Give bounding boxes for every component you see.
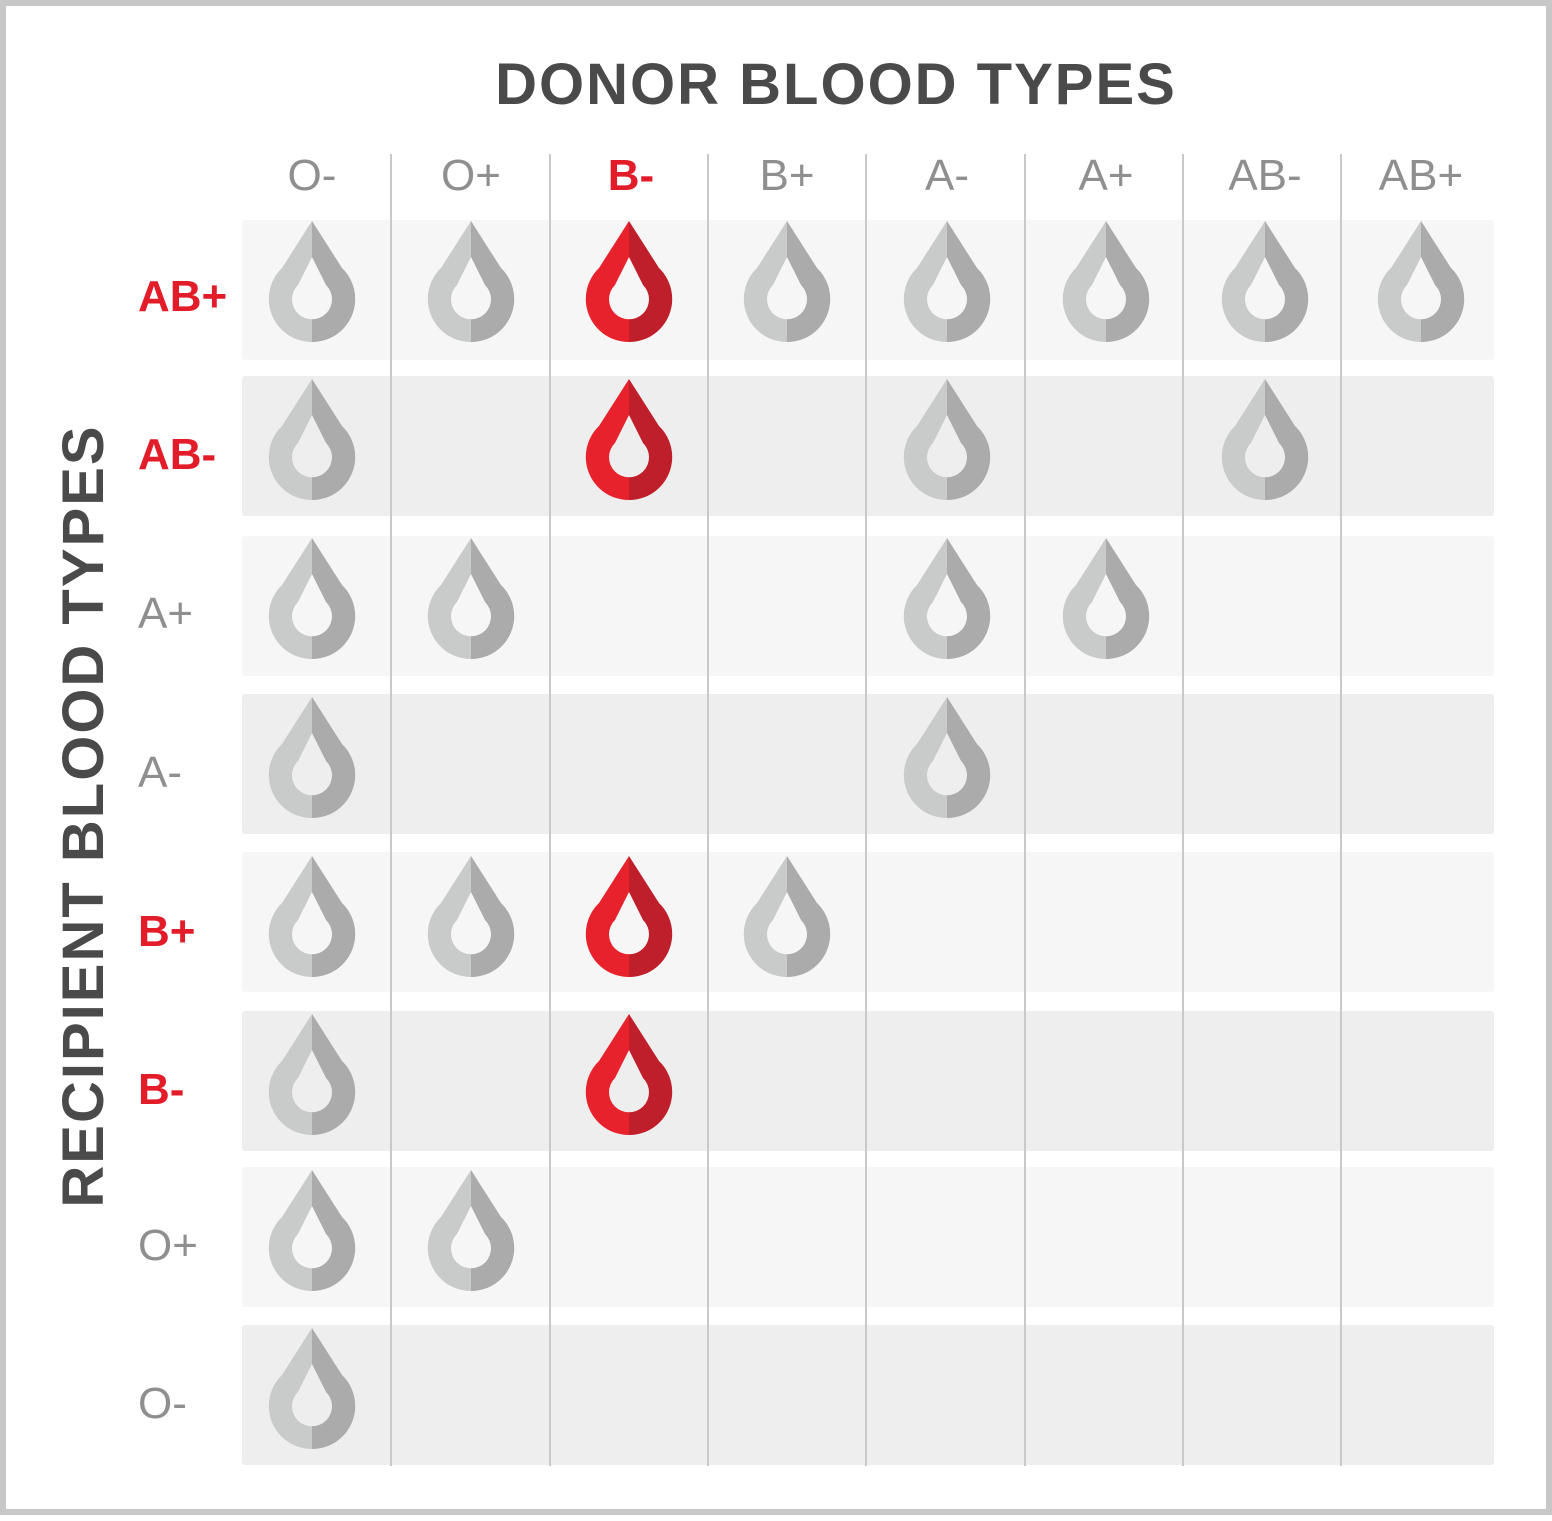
drop-hole [927, 257, 967, 320]
row-band-oneg [242, 1325, 1494, 1465]
drop-hole [609, 892, 650, 955]
axis-labels: O- O+ B- B+ A- A+ AB- AB+ AB+ AB- A+ A- B+ B- O+ O- [138, 151, 1463, 1428]
recipient-type-label: B+ [138, 907, 195, 956]
drop-hole [1244, 257, 1285, 320]
drop-hole [767, 892, 807, 955]
row-band-apos [242, 536, 1494, 676]
drop-icon [585, 221, 673, 343]
drop-icon [268, 1328, 356, 1450]
recipient-type-label: O+ [138, 1221, 198, 1270]
drop-icon [903, 538, 991, 660]
drop-hole [927, 574, 967, 637]
drop-icon [585, 1014, 673, 1136]
drop-hole [292, 257, 332, 320]
row-band-bneg [242, 1011, 1494, 1151]
donor-type-label: O+ [441, 151, 501, 200]
drop-icon [268, 856, 356, 978]
drop-hole [292, 1206, 332, 1269]
drop-hole [609, 257, 650, 320]
drop-icon [903, 697, 991, 819]
donor-type-label: AB+ [1379, 151, 1463, 200]
drop-hole [292, 733, 332, 796]
donor-type-label: AB- [1228, 151, 1301, 200]
row-band-abpos [242, 220, 1494, 360]
drop-hole [609, 415, 650, 478]
drop-icon [1377, 221, 1465, 343]
drop-icon [903, 221, 991, 343]
drop-hole [451, 1206, 491, 1269]
drop-hole [609, 1050, 650, 1113]
drop-hole [292, 1050, 332, 1113]
drop-hole [1244, 415, 1285, 478]
drop-icon [585, 379, 673, 501]
donor-type-label: B- [608, 151, 654, 200]
drop-hole [292, 892, 332, 955]
drop-icon [585, 856, 673, 978]
y-axis-title: RECIPIENT BLOOD TYPES [51, 424, 116, 1207]
drop-icon [903, 379, 991, 501]
row-band-opos [242, 1167, 1494, 1307]
donor-type-label: O- [288, 151, 337, 200]
row-band-aneg [242, 694, 1494, 834]
compatibility-chart: O- O+ B- B+ A- A+ AB- AB+ AB+ AB- A+ A- B+ B- O+ O- DON… [51, 52, 1494, 1466]
drop-hole [451, 892, 491, 955]
drop-hole [451, 574, 491, 637]
row-band-abneg [242, 376, 1494, 516]
drop-icon [268, 221, 356, 343]
drop-hole [927, 733, 968, 796]
drop-hole [292, 574, 332, 637]
drop-icon [427, 856, 515, 978]
drop-hole [927, 415, 967, 478]
recipient-type-label: AB+ [138, 272, 227, 321]
drop-icon [268, 538, 356, 660]
drop-icon [1221, 379, 1309, 501]
drop-icon [1221, 221, 1309, 343]
recipient-type-label: A+ [138, 589, 193, 638]
drop-icon [743, 856, 831, 978]
row-bands [242, 220, 1494, 1465]
drop-hole [767, 257, 808, 320]
drop-hole [1086, 574, 1126, 637]
recipient-type-label: AB- [138, 430, 216, 479]
drop-icon [427, 221, 515, 343]
donor-type-label: A- [925, 151, 969, 200]
donor-type-label: B+ [759, 151, 814, 200]
drop-hole [292, 1364, 332, 1427]
drop-hole [292, 415, 332, 478]
drop-icon [268, 1170, 356, 1292]
drop-hole [1086, 257, 1126, 320]
drop-icon [268, 1014, 356, 1136]
drop-icon [1062, 221, 1150, 343]
recipient-type-label: A- [138, 748, 182, 797]
drop-icon [268, 697, 356, 819]
donor-type-label: A+ [1078, 151, 1133, 200]
drop-icon [743, 221, 831, 343]
recipient-type-label: B- [138, 1065, 184, 1114]
drop-hole [451, 257, 491, 320]
drop-hole [1400, 257, 1441, 320]
chart-title: DONOR BLOOD TYPES [495, 52, 1177, 117]
drop-icon [427, 1170, 515, 1292]
drop-icon [268, 379, 356, 501]
column-dividers [390, 154, 1342, 1466]
recipient-type-label: O- [138, 1379, 187, 1428]
drop-icon [427, 538, 515, 660]
compatibility-drops [268, 221, 1465, 1450]
drop-icon [1062, 538, 1150, 660]
row-band-bpos [242, 852, 1494, 992]
